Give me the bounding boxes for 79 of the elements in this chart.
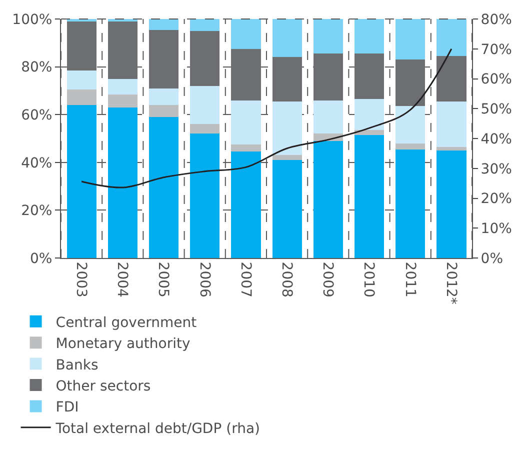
bar	[108, 78, 138, 94]
bar	[436, 146, 466, 150]
x-tick-label: 2007	[237, 262, 254, 298]
legend-label: Monetary authority	[56, 336, 190, 352]
bar	[190, 134, 220, 258]
x-tick-label: 2004	[114, 262, 130, 298]
y-tick-label: 80%	[21, 60, 52, 76]
bar	[66, 105, 96, 258]
y-tick-label: 40%	[21, 155, 52, 172]
bar	[354, 19, 384, 54]
bar	[148, 105, 179, 117]
bar	[396, 143, 426, 150]
bar	[66, 21, 96, 70]
y-tick-label: 60%	[21, 108, 52, 124]
bar	[272, 155, 302, 160]
legend-label: Central government	[56, 314, 198, 331]
x-tick-label: 2006	[196, 262, 212, 298]
bar	[231, 100, 261, 144]
bar	[313, 140, 343, 258]
line-series	[80, 48, 452, 188]
bar	[190, 30, 220, 86]
x-tick-label: 2011	[402, 262, 418, 298]
y-tick-label: 0%	[30, 250, 52, 267]
y2-tick-label: 60%	[480, 72, 512, 88]
bar	[231, 152, 261, 258]
y2-tick-label: 20%	[480, 191, 512, 208]
bar	[231, 144, 261, 152]
bar	[354, 54, 384, 100]
y2-tick-label: 80%	[480, 12, 512, 28]
bar	[313, 54, 343, 100]
bar	[148, 116, 179, 258]
bar	[108, 94, 138, 108]
bar	[190, 86, 220, 124]
legend-label: Total external debt/GDP (rha)	[54, 420, 260, 437]
bar	[396, 106, 426, 144]
bar	[108, 107, 138, 258]
y2-tick-label: 40%	[480, 131, 512, 148]
bar	[66, 70, 96, 90]
bar	[436, 101, 466, 147]
y2-tick-label: 10%	[480, 221, 512, 238]
x-tick-label: 2010	[360, 262, 377, 298]
x-tick-label: 2012*	[442, 262, 459, 304]
bar	[436, 150, 466, 258]
x-tick-label: 2008	[278, 262, 294, 298]
bar	[108, 21, 138, 79]
bar	[313, 19, 343, 54]
bar	[396, 149, 426, 258]
bar	[313, 100, 343, 134]
bar	[396, 60, 426, 106]
legend-label: Banks	[56, 357, 98, 374]
bar	[272, 57, 302, 102]
y2-tick-label: 0%	[480, 250, 504, 267]
y2-tick-label: 50%	[480, 102, 512, 118]
y-tick-label: 20%	[21, 203, 52, 220]
y2-tick-label: 30%	[480, 161, 512, 178]
bar	[354, 134, 384, 258]
bar	[436, 56, 466, 102]
x-tick-label: 2003	[73, 262, 89, 298]
bar	[436, 19, 466, 56]
bar	[272, 160, 302, 258]
bar	[231, 19, 261, 49]
bar	[396, 19, 426, 60]
bar	[148, 88, 179, 106]
bar	[66, 90, 96, 106]
legend-label: Other sectors	[56, 378, 151, 394]
bar	[231, 48, 261, 100]
bar	[190, 19, 220, 31]
bar	[272, 19, 302, 58]
bar	[148, 19, 179, 30]
bar	[354, 130, 384, 135]
bar	[190, 124, 220, 134]
bar	[148, 30, 179, 88]
bar	[272, 101, 302, 156]
x-tick-label: 2005	[155, 262, 172, 298]
x-tick-label: 2009	[320, 262, 336, 298]
y-tick-label: 100%	[12, 12, 52, 28]
legend-label: FDI	[56, 400, 79, 416]
bar	[354, 99, 384, 130]
y2-tick-label: 70%	[480, 42, 512, 58]
